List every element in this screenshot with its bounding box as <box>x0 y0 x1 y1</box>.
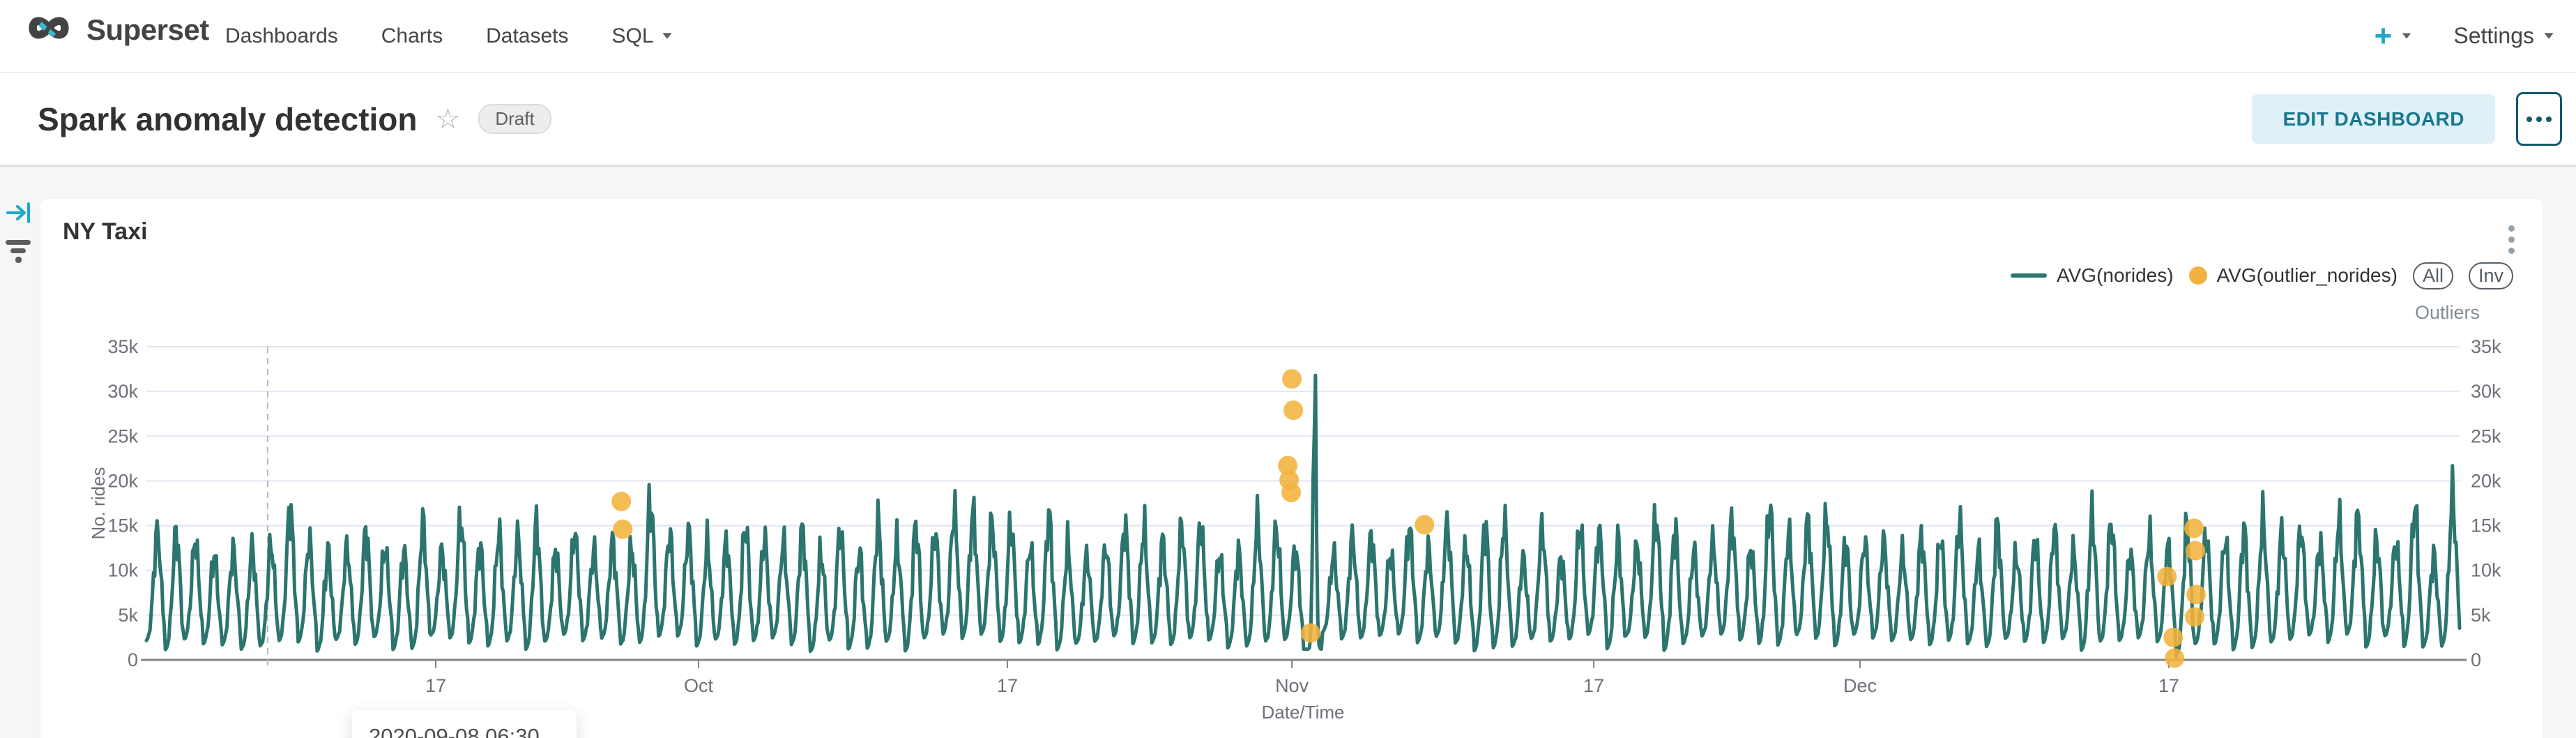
nav-item-datasets[interactable]: Datasets <box>486 24 569 47</box>
svg-text:35k: 35k <box>2471 336 2501 357</box>
chart-card: 0 0 5k 5k 10k 10k 15k 15k 20k 20k 25k 25k 30k 30k 35k 3… <box>40 199 2543 738</box>
svg-text:30k: 30k <box>2471 381 2501 402</box>
svg-text:Date/Time: Date/Time <box>1262 702 1345 723</box>
legend-item-norides[interactable]: AVG(norides) <box>2011 264 2174 287</box>
expand-filter-bar-button[interactable] <box>6 201 33 228</box>
edit-dashboard-button[interactable]: EDIT DASHBOARD <box>2252 94 2495 144</box>
nav-menu: Dashboards Charts Datasets SQL <box>225 0 673 72</box>
dashboard-actions: EDIT DASHBOARD <box>2252 73 2562 165</box>
svg-text:15k: 15k <box>107 515 138 536</box>
chevron-down-icon <box>2544 33 2554 39</box>
svg-text:Dec: Dec <box>1843 675 1877 696</box>
svg-text:10k: 10k <box>2471 560 2501 581</box>
legend-item-outlier-norides[interactable]: AVG(outlier_norides) <box>2188 264 2398 287</box>
timeseries-chart[interactable]: 0 0 5k 5k 10k 10k 15k 15k 20k 20k 25k 25k 30k 30k 35k 3… <box>40 199 2543 738</box>
superset-infinity-icon <box>21 10 77 50</box>
nav-item-sql[interactable]: SQL <box>612 24 673 48</box>
svg-text:30k: 30k <box>107 381 138 402</box>
chevron-down-icon <box>662 33 672 39</box>
favorite-star-icon[interactable]: ☆ <box>435 103 461 135</box>
status-badge: Draft <box>478 104 551 134</box>
dashboard-title-row: Spark anomaly detection ☆ Draft <box>38 73 551 165</box>
more-options-button[interactable] <box>2516 92 2562 146</box>
legend-select-all-button[interactable]: All <box>2412 262 2453 289</box>
svg-text:Oct: Oct <box>684 675 714 696</box>
svg-text:25k: 25k <box>2471 426 2501 446</box>
ellipsis-icon <box>2527 116 2532 122</box>
new-item-button[interactable]: + <box>2374 18 2414 53</box>
brand-name: Superset <box>86 13 209 46</box>
svg-text:15k: 15k <box>2471 515 2501 536</box>
filter-icon[interactable] <box>6 240 31 263</box>
svg-text:No. rides: No. rides <box>88 467 109 539</box>
svg-text:17: 17 <box>2158 675 2179 696</box>
svg-text:5k: 5k <box>2471 605 2491 626</box>
settings-menu[interactable]: Settings <box>2453 23 2555 49</box>
svg-text:20k: 20k <box>2471 470 2501 491</box>
chart-title: NY Taxi <box>63 218 148 245</box>
circle-swatch-icon <box>2188 266 2207 285</box>
svg-text:0: 0 <box>2471 649 2481 670</box>
right-axis-title: Outliers <box>2414 302 2480 323</box>
svg-text:25k: 25k <box>107 426 138 446</box>
tooltip-timestamp: 2020-09-08 06:30 <box>369 724 540 738</box>
svg-text:17: 17 <box>997 675 1018 696</box>
svg-text:35k: 35k <box>107 336 138 357</box>
svg-text:5k: 5k <box>118 605 138 626</box>
superset-logo[interactable]: Superset <box>21 10 209 50</box>
svg-text:10k: 10k <box>107 560 138 581</box>
svg-text:Nov: Nov <box>1275 675 1309 696</box>
legend-invert-button[interactable]: Inv <box>2468 262 2513 289</box>
page-title: Spark anomaly detection <box>38 100 418 137</box>
svg-text:17: 17 <box>1583 675 1604 696</box>
svg-text:20k: 20k <box>107 470 138 491</box>
dashboard-header: Spark anomaly detection ☆ Draft EDIT DAS… <box>0 73 2576 167</box>
chart-kebab-menu[interactable] <box>2506 223 2517 257</box>
nav-right: + Settings <box>2375 0 2555 72</box>
svg-text:17: 17 <box>425 675 446 696</box>
plus-icon: + <box>2374 18 2393 53</box>
line-swatch-icon <box>2011 273 2048 278</box>
nav-item-dashboards[interactable]: Dashboards <box>225 24 338 47</box>
top-navbar: Superset Dashboards Charts Datasets SQL … <box>0 0 2576 73</box>
kebab-icon <box>2508 225 2515 232</box>
nav-item-charts[interactable]: Charts <box>381 24 443 47</box>
chart-tooltip: 2020-09-08 06:30 AVG(norides): 6.14k <box>352 710 577 738</box>
chevron-down-icon <box>2402 33 2411 39</box>
svg-text:0: 0 <box>128 649 138 670</box>
chart-legend: AVG(norides) AVG(outlier_norides) All In… <box>2011 260 2513 291</box>
